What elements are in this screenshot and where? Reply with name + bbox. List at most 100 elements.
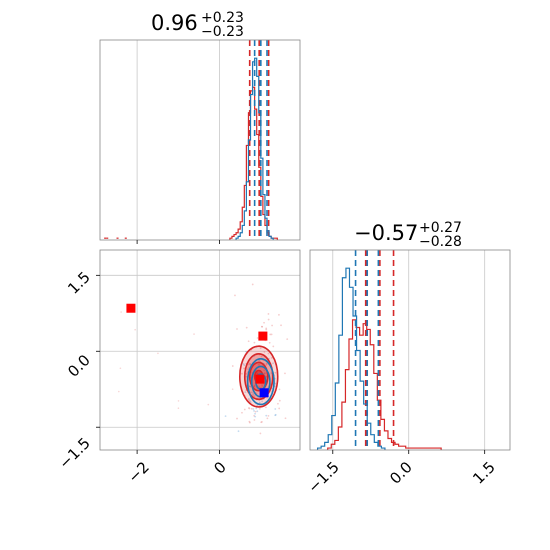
sample-point <box>277 402 279 405</box>
sample-point <box>120 311 122 313</box>
right-title-minus: −0.28 <box>419 234 462 250</box>
right-title-value: −0.57 <box>354 221 418 245</box>
sample-point <box>258 401 261 404</box>
sample-point <box>258 363 261 366</box>
sample-point <box>242 363 245 365</box>
sample-point <box>254 412 256 415</box>
sample-point <box>271 324 274 327</box>
right-x-tick-label: 0.0 <box>386 458 416 488</box>
sample-point <box>254 415 257 418</box>
sample-point <box>266 417 269 420</box>
right-x-tick-label: 1.5 <box>469 458 499 488</box>
sample-point <box>256 337 259 339</box>
sample-point <box>157 352 159 355</box>
grid-lines <box>136 40 220 240</box>
sample-point <box>256 410 259 413</box>
sample-point <box>274 414 277 417</box>
sample-point <box>244 391 247 394</box>
sample-point <box>237 430 240 433</box>
sample-point <box>253 395 256 398</box>
sample-point <box>177 400 180 402</box>
top-title-minus: −0.23 <box>201 24 244 40</box>
right-histograms <box>316 250 442 450</box>
sample-point <box>303 365 305 367</box>
sample-point <box>259 347 262 350</box>
right-panel-title: −0.57 +0.27 −0.28 <box>354 220 462 250</box>
sample-point <box>248 362 251 365</box>
sample-point <box>251 283 254 286</box>
sample-point <box>258 385 261 388</box>
sample-point <box>243 364 246 367</box>
sample-point <box>243 408 246 411</box>
sample-point <box>265 327 268 330</box>
sample-point <box>267 352 270 355</box>
sample-point <box>261 384 263 387</box>
sample-point <box>119 367 122 370</box>
sample-point <box>245 375 248 378</box>
scatter-samples <box>118 283 305 435</box>
sample-point <box>270 356 273 359</box>
sample-point <box>249 385 251 388</box>
sample-point <box>231 365 234 367</box>
sample-point <box>177 407 180 409</box>
right-x-tick-labels: −1.5 0.0 1.5 <box>304 458 498 496</box>
sample-point <box>272 362 274 365</box>
grid-lines <box>332 250 486 450</box>
sample-point <box>286 338 289 340</box>
sample-point <box>252 408 255 410</box>
sample-point <box>284 372 286 375</box>
sample-point <box>248 407 251 410</box>
sample-point <box>259 432 262 435</box>
sample-point <box>253 419 256 421</box>
joint-x-tick-label: 0 <box>210 458 229 477</box>
sample-point <box>249 363 251 366</box>
sample-point <box>236 328 238 330</box>
joint-content <box>118 283 305 435</box>
joint-x-tick-labels: −2 0 <box>124 458 229 486</box>
sample-point <box>260 355 263 358</box>
top-left-histogram-panel <box>99 39 301 244</box>
sample-point <box>251 391 253 394</box>
sample-point <box>261 385 264 388</box>
sample-point <box>260 421 263 424</box>
sample-point <box>267 414 270 417</box>
sample-point <box>263 351 266 353</box>
sample-point <box>248 398 250 401</box>
sample-point <box>247 397 250 400</box>
sample-point <box>248 421 251 424</box>
sample-point <box>261 325 263 328</box>
sample-point <box>274 408 277 410</box>
sample-point <box>241 372 243 375</box>
top-histograms <box>104 40 278 240</box>
sample-point <box>278 399 281 402</box>
sample-point <box>261 400 264 403</box>
sample-point <box>268 341 271 344</box>
sample-point <box>255 407 258 410</box>
sample-point <box>265 328 268 331</box>
right-x-tick-label: −1.5 <box>304 458 342 496</box>
sample-point <box>272 345 275 348</box>
sample-point <box>252 392 255 395</box>
contour-level <box>246 358 275 406</box>
sample-point <box>253 410 255 412</box>
sample-point <box>248 385 251 388</box>
sample-point <box>284 417 287 420</box>
joint-scatter-panel <box>96 249 305 454</box>
joint-y-tick-label: −1.5 <box>55 434 93 472</box>
sample-point <box>247 407 250 409</box>
sample-point <box>265 363 268 366</box>
sample-point <box>249 401 252 403</box>
joint-y-tick-label: 0.0 <box>64 351 94 381</box>
sample-point <box>254 410 257 413</box>
sample-point <box>251 394 254 396</box>
sample-point <box>258 359 261 362</box>
right-title-plus: +0.27 <box>419 220 462 236</box>
axes-frame <box>99 249 301 451</box>
joint-x-tick-label: −2 <box>124 458 152 486</box>
sample-point <box>278 313 280 316</box>
sample-point <box>231 388 234 390</box>
sample-point <box>278 407 281 410</box>
sample-point <box>263 372 266 375</box>
sample-point <box>261 420 263 423</box>
